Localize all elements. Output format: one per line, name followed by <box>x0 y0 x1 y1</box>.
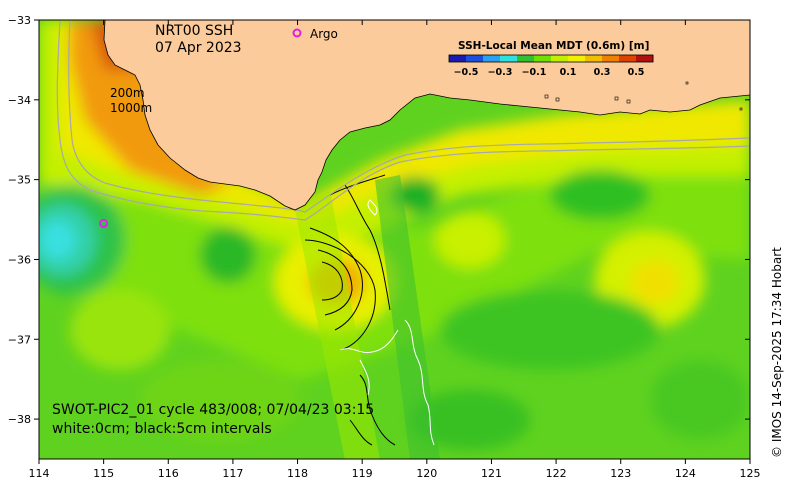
y-tick-label: −34 <box>8 94 31 107</box>
title-line-1: NRT00 SSH <box>155 23 233 39</box>
x-tick-label: 114 <box>29 467 50 480</box>
colorbar-swatch <box>517 55 535 62</box>
x-tick-label: 120 <box>416 467 437 480</box>
y-axis: −33 −34 −35 −36 −37 −38 <box>8 14 750 426</box>
colorbar-swatches <box>449 55 654 62</box>
y-tick-label: −36 <box>8 253 31 266</box>
x-tick-label: 121 <box>481 467 502 480</box>
colorbar-swatch <box>449 55 467 62</box>
colorbar-swatch <box>602 55 620 62</box>
x-tick-label: 123 <box>610 467 631 480</box>
x-tick-label: 125 <box>740 467 761 480</box>
australia-landmass <box>103 20 750 211</box>
isobath-label-200: 200m <box>110 86 145 100</box>
colorbar-tick-label: −0.3 <box>488 67 513 78</box>
colorbar-tick-label: −0.5 <box>454 67 479 78</box>
x-tick-label: 124 <box>675 467 696 480</box>
swot-annotation-line-1: SWOT-PIC2_01 cycle 483/008; 07/04/23 03:… <box>52 402 374 418</box>
colorbar-tick-label: −0.1 <box>522 67 547 78</box>
y-tick-label: −37 <box>8 333 31 346</box>
colorbar-swatch <box>619 55 637 62</box>
credit-text: © IMOS 14-Sep-2025 17:34 Hobart <box>770 247 784 458</box>
colorbar-ticks: −0.5 −0.3 −0.1 0.1 0.3 0.5 <box>454 67 645 78</box>
x-tick-label: 122 <box>546 467 567 480</box>
title-line-2: 07 Apr 2023 <box>155 40 242 56</box>
y-tick-label: −38 <box>8 413 31 426</box>
isobaths <box>56 20 750 221</box>
colorbar: SSH-Local Mean MDT (0.6m) [m] −0.5 −0.3 −0… <box>448 40 654 78</box>
map-plot-area <box>39 20 750 459</box>
colorbar-swatch <box>534 55 552 62</box>
colorbar-swatch <box>585 55 603 62</box>
colorbar-swatch <box>636 55 654 62</box>
x-tick-label: 116 <box>158 467 179 480</box>
colorbar-tick-label: 0.1 <box>560 67 577 78</box>
y-tick-label: −35 <box>8 174 31 187</box>
islands <box>544 81 743 111</box>
colorbar-swatch <box>466 55 484 62</box>
swot-contours-white <box>339 199 435 446</box>
x-axis: 114 115 116 117 118 119 120 121 122 123 124 125 <box>29 20 761 480</box>
plot-frame <box>38 19 751 460</box>
colorbar-swatch <box>483 55 501 62</box>
colorbar-tick-label: 0.3 <box>594 67 611 78</box>
colorbar-swatch <box>551 55 569 62</box>
argo-float-marker[interactable] <box>99 219 109 229</box>
colorbar-swatch <box>568 55 586 62</box>
swot-contours-black <box>304 174 396 446</box>
colorbar-tick-label: 0.5 <box>628 67 645 78</box>
colorbar-title: SSH-Local Mean MDT (0.6m) [m] <box>458 40 649 52</box>
colorbar-swatch <box>500 55 518 62</box>
x-tick-label: 115 <box>93 467 114 480</box>
argo-legend-icon <box>292 28 302 38</box>
x-tick-label: 119 <box>352 467 373 480</box>
x-tick-label: 118 <box>287 467 308 480</box>
isobath-label-1000: 1000m <box>110 101 152 115</box>
argo-legend-label: Argo <box>310 27 338 41</box>
colorbar-frame <box>448 54 654 63</box>
x-tick-label: 117 <box>222 467 243 480</box>
y-tick-label: −33 <box>8 14 31 27</box>
swot-annotation-line-2: white:0cm; black:5cm intervals <box>52 421 272 437</box>
